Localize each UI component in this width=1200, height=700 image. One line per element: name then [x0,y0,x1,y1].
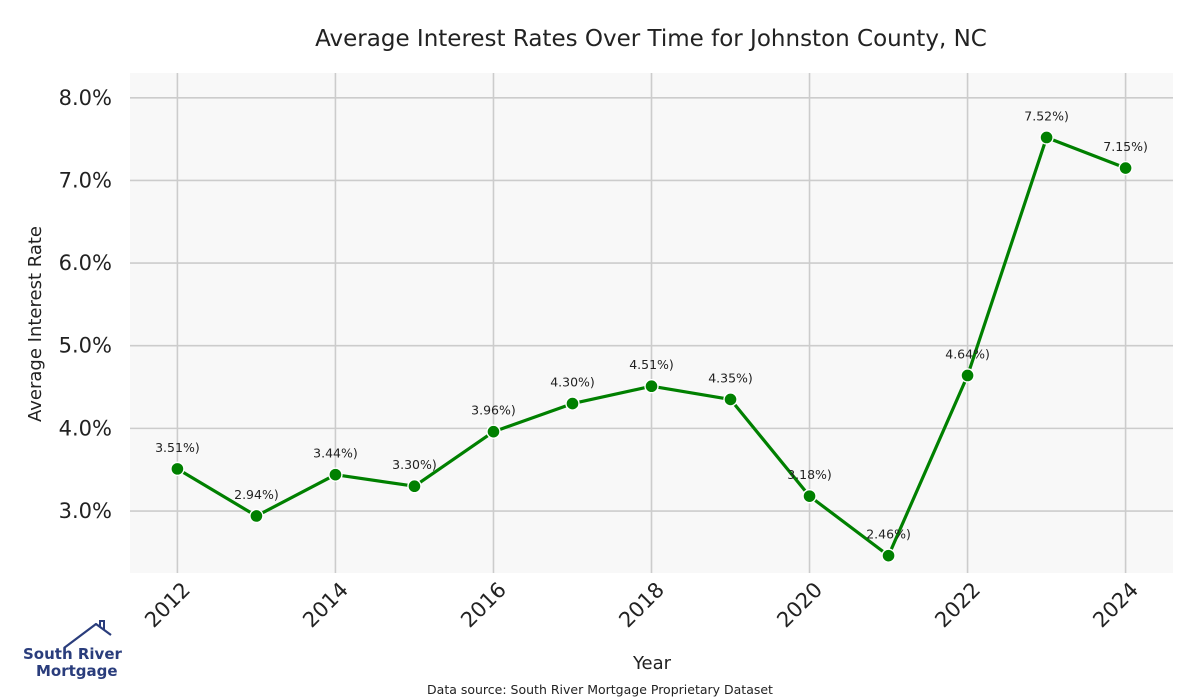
data-point [565,396,580,411]
y-tick-label: 5.0% [59,334,112,358]
x-tick-label: 2020 [772,578,827,633]
house-chimney-icon [99,620,105,630]
data-source-note: Data source: South River Mortgage Propri… [427,682,773,697]
x-tick-label: 2024 [1088,578,1143,633]
data-point [723,392,738,407]
data-point [328,467,343,482]
data-point [881,548,896,563]
x-tick-label: 2012 [140,578,195,633]
y-tick-label: 6.0% [59,251,112,275]
y-tick-label: 4.0% [59,416,112,440]
data-label: 7.15%) [1103,139,1148,154]
data-label: 4.64%) [945,346,990,361]
y-axis-ticks: 3.0% 4.0% 5.0% 6.0% 7.0% 8.0% [59,86,112,523]
x-tick-label: 2014 [298,578,353,633]
x-axis-ticks: 2012 2014 2016 2018 2020 2022 2024 [140,578,1143,633]
data-label: 3.30%) [392,457,437,472]
data-labels: 3.51%) 2.94%) 3.44%) 3.30%) 3.96%) 4.30%) 4.51… [155,108,1148,541]
y-axis-label: Average Interest Rate [25,226,46,422]
data-label: 4.30%) [550,375,595,390]
data-point [1118,160,1133,176]
x-tick-label: 2018 [614,578,669,633]
data-label: 2.94%) [234,487,279,502]
x-tick-label: 2016 [456,578,511,633]
data-point [486,424,501,439]
data-points [170,130,1133,563]
data-label: 3.18%) [787,467,832,482]
x-axis-label: Year [632,653,672,674]
data-label: 7.52%) [1024,108,1069,123]
data-point [170,461,185,477]
x-tick-label: 2022 [930,578,985,633]
data-label: 4.35%) [708,370,753,385]
data-label: 4.51%) [629,357,674,372]
data-point [802,488,817,504]
data-label: 2.46%) [866,527,911,542]
chart-title: Average Interest Rates Over Time for Joh… [315,26,987,52]
data-point [249,508,264,524]
company-logo: South River Mortgage [23,620,123,680]
data-point [644,379,659,394]
y-tick-label: 7.0% [59,168,112,192]
data-label: 3.96%) [471,403,516,418]
data-label: 3.44%) [313,446,358,461]
logo-line1: South River [23,645,123,663]
data-point [407,479,422,494]
y-tick-label: 3.0% [59,499,112,523]
data-label: 3.51%) [155,440,200,455]
data-point [960,368,975,383]
data-point [1039,130,1054,145]
logo-line2: Mortgage [36,662,118,680]
y-tick-label: 8.0% [59,86,112,110]
house-roof-icon [63,622,112,649]
